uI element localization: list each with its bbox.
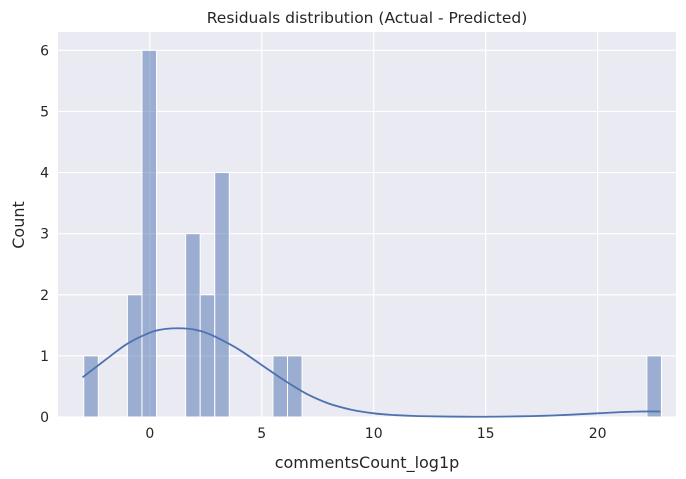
x-tick-label: 20: [589, 426, 607, 442]
y-tick-label: 5: [40, 104, 49, 120]
y-tick-label: 6: [40, 43, 49, 59]
histogram-bar: [185, 233, 201, 418]
plot-background: [58, 32, 676, 417]
y-tick-label: 3: [40, 227, 49, 243]
x-tick-label: 5: [257, 426, 266, 442]
y-tick-labels: 0 1 2 3 4 5 6: [40, 43, 49, 426]
y-tick-label: 2: [40, 288, 49, 304]
x-tick-label: 15: [477, 426, 495, 442]
histogram-bar: [272, 355, 289, 418]
y-tick-label: 4: [40, 166, 49, 182]
x-tick-label: 0: [145, 426, 154, 442]
y-tick-label: 1: [40, 349, 49, 365]
x-tick-labels: 0 5 10 15 20: [145, 426, 606, 442]
chart-title: Residuals distribution (Actual - Predict…: [207, 9, 528, 27]
kde-curve: [82, 327, 661, 418]
x-tick-label: 10: [365, 426, 383, 442]
x-axis-label: commentsCount_log1p: [275, 453, 460, 473]
histogram-bars: [83, 49, 662, 418]
histogram-bar: [83, 355, 99, 418]
histogram-bar: [646, 355, 662, 418]
histogram-bar: [126, 294, 143, 418]
histogram-bar: [214, 172, 230, 418]
histogram-bar: [199, 294, 216, 418]
y-tick-label: 0: [40, 410, 49, 426]
grid-lines: [58, 32, 676, 418]
y-axis-label: Count: [9, 201, 28, 249]
histogram-bar: [141, 49, 158, 418]
